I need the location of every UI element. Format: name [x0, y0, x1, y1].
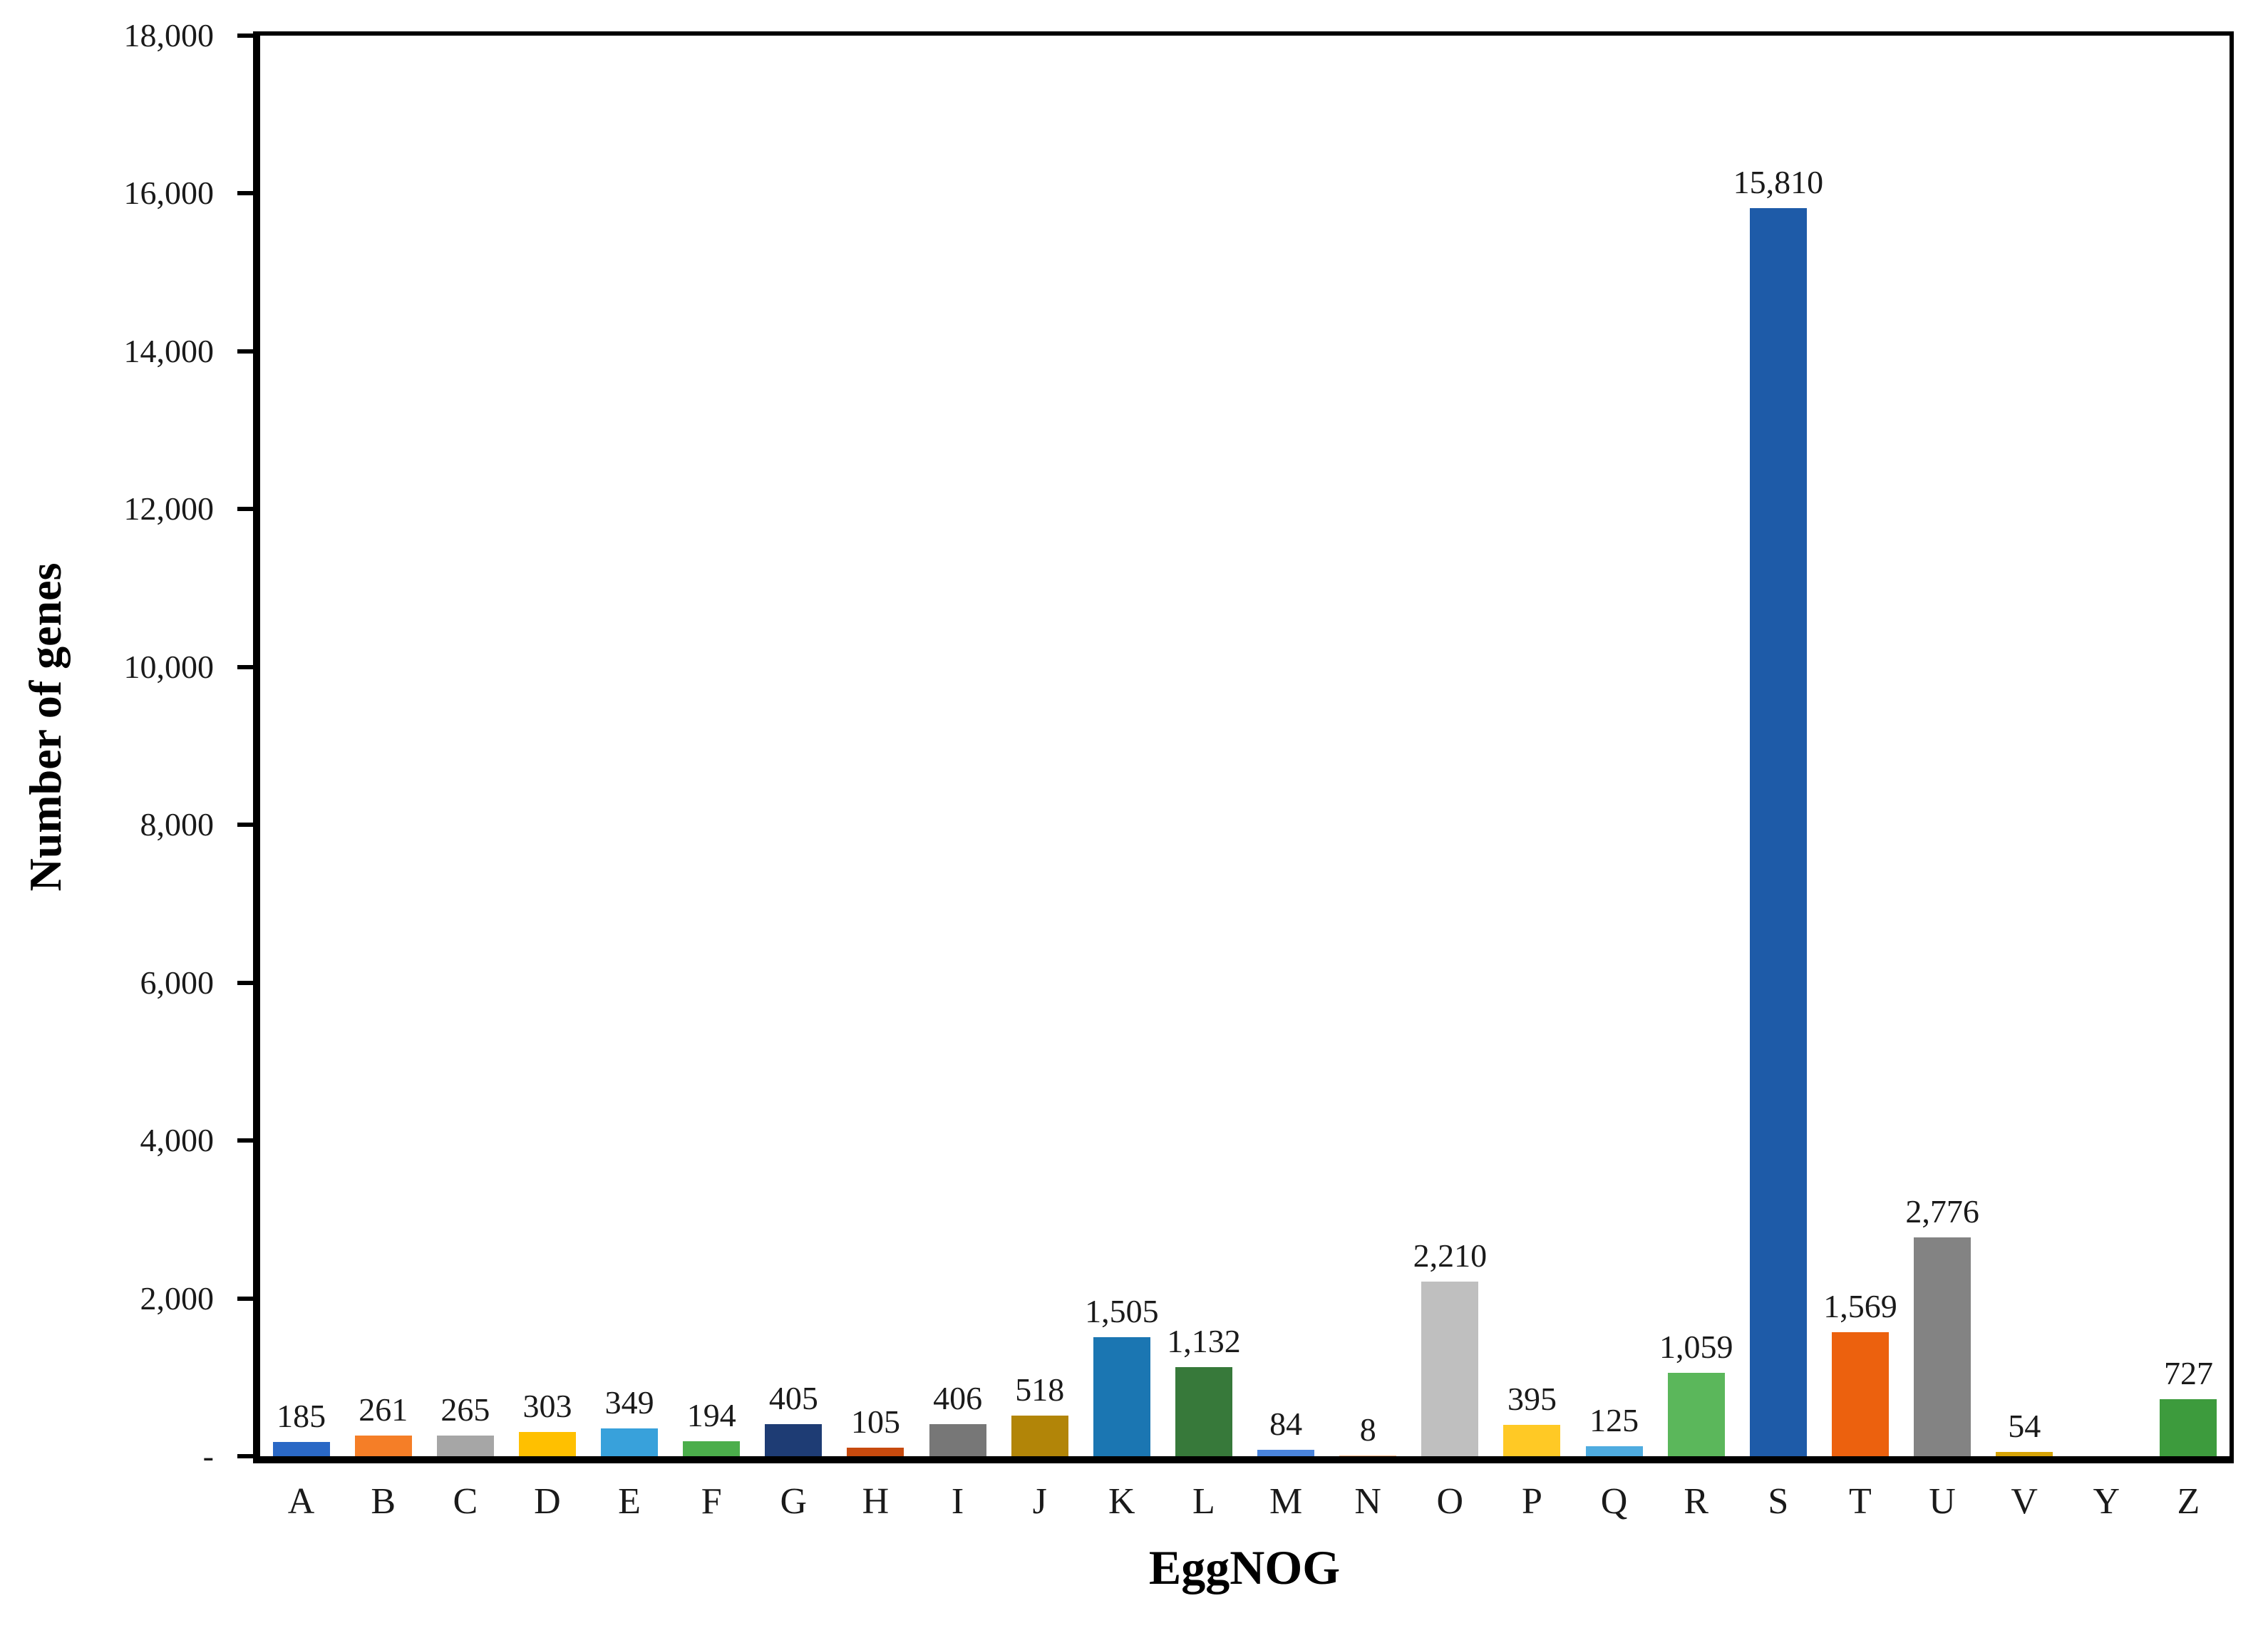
- x-tick-label-D: D: [534, 1481, 561, 1522]
- bar-value-label-L: 1,132: [1167, 1322, 1241, 1359]
- x-tick-label-Y: Y: [2093, 1481, 2120, 1522]
- bar-value-label-K: 1,505: [1085, 1292, 1159, 1329]
- y-tick-label: 12,000: [123, 490, 215, 527]
- bar-value-label-V: 54: [2008, 1407, 2041, 1444]
- y-tick-mark: [237, 191, 253, 196]
- x-tick-label-Z: Z: [2177, 1481, 2200, 1522]
- y-tick-label: 14,000: [123, 332, 215, 369]
- bar-M: [1257, 1450, 1315, 1456]
- bar-value-label-H: 105: [850, 1403, 900, 1440]
- bar-H: [847, 1448, 904, 1456]
- y-tick-label: 6,000: [140, 964, 215, 1001]
- x-tick-label-K: K: [1108, 1481, 1135, 1522]
- x-tick-label-M: M: [1269, 1481, 1303, 1522]
- bar-S: [1749, 208, 1807, 1456]
- y-tick-mark: [237, 664, 253, 669]
- bar-B: [354, 1436, 412, 1456]
- y-tick-mark: [237, 1138, 253, 1143]
- bar-U: [1914, 1237, 1971, 1456]
- y-tick-label: 8,000: [140, 806, 215, 843]
- bar-value-label-T: 1,569: [1823, 1287, 1897, 1324]
- x-tick-label-R: R: [1684, 1481, 1709, 1522]
- bar-F: [683, 1441, 741, 1456]
- x-tick-label-U: U: [1929, 1481, 1956, 1522]
- y-tick-label: 4,000: [140, 1122, 215, 1159]
- bar-value-label-A: 185: [277, 1397, 326, 1434]
- x-tick-label-S: S: [1768, 1481, 1789, 1522]
- y-tick-mark: [237, 34, 253, 38]
- x-tick-label-P: P: [1521, 1481, 1542, 1522]
- x-tick-label-C: C: [453, 1481, 478, 1522]
- y-tick-mark: [237, 1454, 253, 1458]
- bar-D: [518, 1432, 576, 1456]
- y-tick-mark: [237, 980, 253, 985]
- x-axis-title: EggNOG: [1148, 1540, 1341, 1594]
- plot-area: 185 A 261 B 265 C 303 D 349 E 194 F 405 G 105 H 406 I 518 J…: [237, 31, 2234, 1520]
- bar-value-label-N: 8: [1359, 1411, 1376, 1448]
- y-tick-mark: [237, 507, 253, 512]
- bar-V: [1996, 1452, 2053, 1456]
- bar-value-label-P: 395: [1507, 1380, 1557, 1417]
- y-tick-mark: [237, 349, 253, 354]
- x-tick-label-H: H: [862, 1481, 890, 1522]
- bar-value-label-D: 303: [522, 1387, 572, 1424]
- y-tick-label: 16,000: [123, 175, 215, 212]
- bar-O: [1421, 1282, 1479, 1456]
- x-tick-label-Q: Q: [1600, 1481, 1628, 1522]
- x-tick-label-N: N: [1354, 1481, 1381, 1522]
- bar-R: [1667, 1373, 1725, 1456]
- y-tick-mark: [237, 1296, 253, 1301]
- x-tick-label-O: O: [1436, 1481, 1464, 1522]
- x-tick-label-B: B: [371, 1481, 396, 1522]
- bar-value-label-O: 2,210: [1413, 1237, 1488, 1274]
- y-tick-label: 2,000: [140, 1279, 215, 1317]
- bar-Q: [1585, 1446, 1643, 1456]
- bar-C: [436, 1436, 494, 1456]
- y-tick-label: 18,000: [123, 17, 215, 53]
- x-tick-label-A: A: [287, 1481, 315, 1522]
- bar-value-label-Q: 125: [1589, 1401, 1639, 1438]
- bar-L: [1175, 1367, 1232, 1456]
- bar-value-label-G: 405: [768, 1379, 818, 1416]
- x-tick-label-E: E: [618, 1481, 641, 1522]
- bar-J: [1011, 1416, 1068, 1456]
- bar-I: [929, 1424, 986, 1456]
- bar-A: [272, 1442, 330, 1456]
- x-tick-label-G: G: [780, 1481, 808, 1522]
- bar-value-label-I: 406: [933, 1379, 983, 1416]
- y-tick-label: 10,000: [123, 648, 215, 685]
- x-tick-label-V: V: [2011, 1481, 2038, 1522]
- x-tick-label-L: L: [1192, 1481, 1215, 1522]
- x-tick-label-J: J: [1032, 1481, 1047, 1522]
- bar-value-label-S: 15,810: [1733, 163, 1824, 200]
- bar-value-label-U: 2,776: [1905, 1192, 1979, 1230]
- bar-G: [765, 1424, 823, 1456]
- x-tick-label-T: T: [1849, 1481, 1872, 1522]
- bar-E: [601, 1428, 659, 1456]
- x-tick-label-I: I: [951, 1481, 964, 1522]
- bar-Z: [2160, 1399, 2217, 1456]
- bar-value-label-R: 1,059: [1659, 1328, 1733, 1365]
- x-tick-label-F: F: [701, 1481, 722, 1522]
- bar-P: [1503, 1425, 1561, 1456]
- bar-value-label-Z: 727: [2163, 1354, 2213, 1391]
- bar-value-label-F: 194: [686, 1396, 736, 1433]
- bar-value-label-M: 84: [1269, 1405, 1303, 1442]
- bar-value-label-C: 265: [440, 1391, 490, 1428]
- bar-value-label-J: 518: [1015, 1371, 1065, 1408]
- y-tick-mark: [237, 823, 253, 828]
- bar-T: [1831, 1332, 1889, 1456]
- y-tick-label: -: [202, 1438, 214, 1474]
- bar-value-label-B: 261: [359, 1391, 408, 1428]
- bar-value-label-E: 349: [604, 1384, 654, 1421]
- bar-K: [1093, 1337, 1150, 1456]
